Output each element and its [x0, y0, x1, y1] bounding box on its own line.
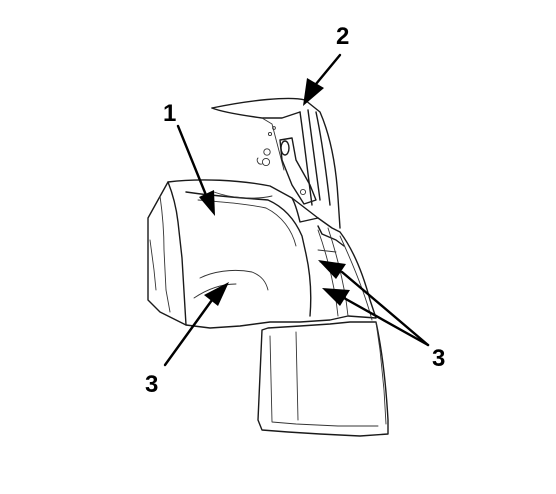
leader-line-3b-upper [340, 270, 430, 347]
bolt-hole-3 [267, 131, 273, 137]
bracket-mark [256, 157, 263, 165]
arrow-head-3b-upper [318, 260, 346, 279]
wheelhouse-bulge-2 [193, 283, 237, 299]
wheelhouse-outline [147, 179, 377, 329]
callout-label-1: 1 [163, 100, 176, 127]
arrow-head-1 [199, 190, 215, 216]
bolt-hole-4 [272, 126, 276, 130]
rear-flange-upper [317, 225, 345, 247]
leader-line-3b-lower [342, 296, 430, 347]
arrow-head-3b-lower [322, 288, 350, 306]
quarter-lower-edge [339, 235, 373, 321]
bolt-hole-2 [261, 157, 271, 167]
arrow-head-3a [204, 282, 229, 306]
quarter-panel-outline [211, 97, 341, 229]
leader-line-2 [314, 53, 342, 86]
mounting-bracket [256, 126, 317, 205]
wheel-arch-inner-line [197, 199, 297, 247]
bracket-slot [280, 140, 290, 156]
callout-3b-arrows [318, 260, 430, 347]
pillar-seam-1 [299, 111, 313, 206]
callout-label-3-left: 3 [145, 371, 158, 398]
lower-panel-inner [269, 335, 379, 427]
quarter-panel-top-edge [211, 107, 301, 119]
wheelhouse-edge-detail [149, 239, 157, 291]
quarter-panel [211, 97, 341, 229]
wheelhouse-front-inner [159, 195, 171, 313]
wheelhouse-rear-step [291, 197, 319, 223]
lower-panel-seam [295, 331, 299, 421]
bolt-hole-1 [263, 148, 271, 156]
bracket-hole [299, 188, 307, 196]
callout-1-arrow [176, 124, 215, 216]
lower-side-panel [257, 235, 389, 437]
pillar-seam-3 [315, 111, 331, 206]
bracket-plate [279, 137, 317, 205]
wheelhouse-bulge [199, 269, 269, 291]
wheelhouse-crease [213, 191, 273, 199]
callout-3a-arrow [163, 282, 229, 367]
wheelhouse-panel [147, 179, 377, 329]
pillar-seam-2 [307, 109, 321, 201]
lower-panel-outline [257, 321, 389, 437]
wheelhouse-front-flange [167, 181, 187, 326]
callout-2-arrow [303, 53, 342, 106]
leader-line-3a [163, 298, 214, 367]
lower-panel-rear-edge [375, 321, 387, 425]
pillar-inner-line [261, 117, 285, 171]
arrow-head-2 [303, 78, 324, 106]
wheel-arch-top [185, 191, 312, 317]
leader-line-1 [176, 124, 210, 202]
callout-label-3-right: 3 [432, 345, 445, 372]
callout-label-2: 2 [336, 23, 349, 50]
